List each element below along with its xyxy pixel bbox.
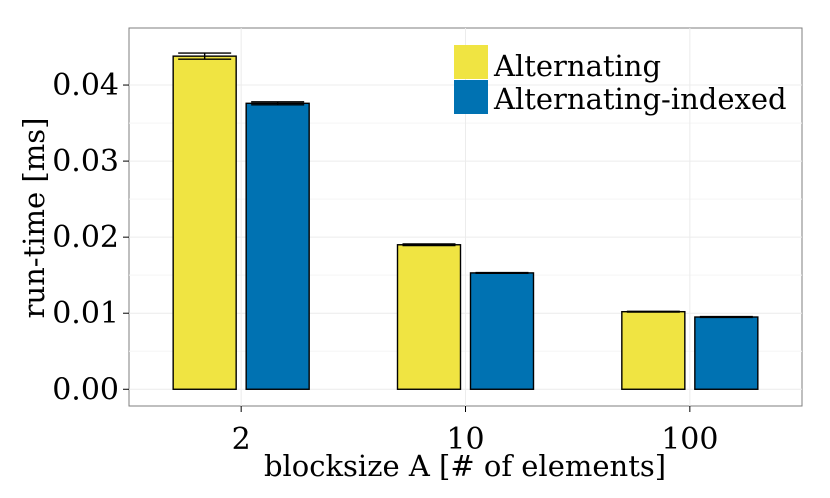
y-axis-title: run-time [ms] (17, 118, 51, 319)
bars (172, 52, 759, 390)
y-tick-label: 0.01 (52, 296, 119, 331)
legend: Alternating Alternating-indexed (454, 45, 787, 116)
bar-alternating-100 (621, 310, 686, 390)
y-tick-label: 0.02 (52, 220, 119, 255)
grid (129, 28, 802, 406)
x-axis: 2 10 100 (232, 406, 718, 457)
bar-alternating-indexed-2 (245, 102, 310, 390)
y-tick-label: 0.00 (52, 372, 119, 407)
x-axis-title: blocksize A [# of elements] (264, 449, 666, 483)
legend-key-alternating-indexed (454, 80, 488, 114)
legend-key-alternating (454, 45, 488, 79)
bar-alternating-2 (172, 55, 237, 390)
bar-alternating-indexed-10 (469, 272, 535, 390)
y-axis: 0.00 0.01 0.02 0.03 0.04 (52, 68, 129, 407)
bar-alternating-10 (396, 244, 462, 390)
y-tick-label: 0.04 (52, 68, 119, 103)
x-tick-label: 10 (446, 422, 484, 457)
legend-label-alternating-indexed: Alternating-indexed (493, 82, 787, 116)
x-tick-label: 2 (232, 422, 251, 457)
y-tick-label: 0.03 (52, 144, 119, 179)
x-tick-label: 100 (661, 422, 718, 457)
legend-label-alternating: Alternating (493, 49, 661, 83)
bar-alternating-indexed-100 (694, 316, 759, 390)
